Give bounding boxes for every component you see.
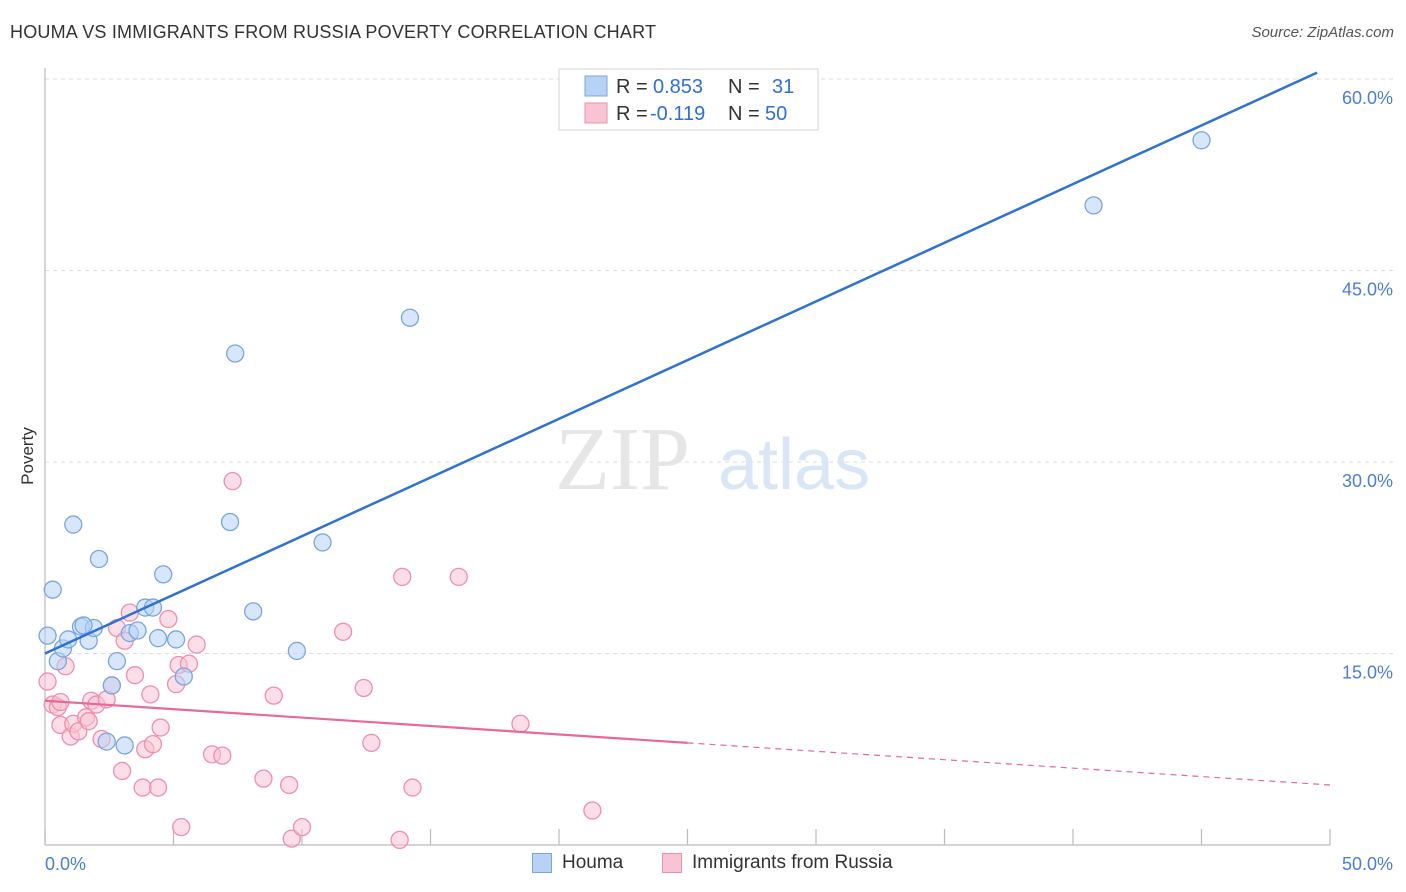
houma-point-30	[74, 616, 93, 635]
houma-point-5	[64, 515, 83, 534]
houma-point-20	[166, 630, 186, 649]
trendlines	[44, 71, 1331, 786]
bottom-legend-houma-swatch	[532, 853, 552, 873]
legend-houma-r-value: 0.853	[653, 76, 703, 98]
russia-point-34	[223, 471, 242, 491]
bottom-legend-russia-label: Immigrants from Russia	[692, 852, 893, 873]
russia-point-16	[112, 761, 132, 781]
y-tick-labels: 15.0% 30.0% 45.0% 60.0%	[1342, 88, 1393, 683]
y-tick-label-15: 15.0%	[1342, 663, 1393, 683]
russia-point-48	[583, 801, 602, 820]
russia-trendline-dashed	[687, 742, 1331, 786]
russia-point-45	[403, 778, 422, 797]
houma-point-24	[244, 602, 263, 621]
bottom-legend: Houma Immigrants from Russia	[0, 850, 1406, 880]
houma-point-11	[102, 676, 121, 695]
houma-point-0	[38, 626, 57, 645]
russia-point-9	[79, 712, 98, 731]
gridlines	[45, 78, 1393, 654]
russia-point-37	[279, 775, 299, 795]
legend-houma-r-label: R =	[616, 76, 653, 98]
russia-point-0	[38, 672, 57, 691]
x-tick-label-max: 50.0%	[1342, 854, 1393, 874]
legend-russia-r-label: R =	[616, 103, 653, 125]
bottom-legend-russia: Immigrants from Russia	[662, 852, 893, 874]
legend-houma-n-value: 31	[772, 76, 794, 98]
russia-point-20	[133, 778, 152, 797]
russia-point-44	[393, 567, 412, 587]
houma-point-19	[154, 565, 173, 584]
houma-point-9	[89, 549, 109, 569]
russia-point-42	[362, 733, 381, 753]
houma-point-27	[400, 308, 420, 327]
x-tick-label-min: 0.0%	[45, 854, 86, 874]
houma-point-25	[287, 641, 307, 661]
x-axis-ticks	[44, 829, 1331, 845]
y-tick-label-30: 30.0%	[1342, 471, 1393, 491]
houma-point-29	[1192, 131, 1211, 150]
axes	[44, 68, 1331, 846]
houma-point-23	[226, 344, 245, 363]
y-axis-label: Poverty	[18, 427, 37, 485]
russia-point-40	[333, 622, 353, 641]
houma-point-13	[115, 736, 134, 755]
houma-point-28	[1084, 196, 1103, 215]
y-tick-label-45: 45.0%	[1342, 280, 1393, 300]
legend-houma-swatch	[584, 75, 608, 97]
bottom-legend-houma: Houma	[532, 852, 623, 874]
houma-point-22	[220, 512, 240, 532]
legend: R = 0.853 N = 31 R = -0.119 N = 50	[558, 68, 819, 131]
russia-point-25	[151, 718, 170, 737]
russia-point-39	[292, 817, 312, 837]
chart-title: HOUMA VS IMMIGRANTS FROM RUSSIA POVERTY …	[10, 22, 657, 42]
legend-russia-n-value: 50	[765, 103, 787, 125]
russia-point-26	[159, 609, 178, 629]
bottom-legend-russia-swatch	[662, 853, 682, 873]
series-houma	[38, 131, 1211, 755]
russia-point-43	[390, 830, 409, 850]
russia-point-22	[141, 685, 160, 704]
russia-point-24	[148, 778, 168, 797]
legend-russia-n-label: N =	[728, 103, 765, 125]
houma-point-15	[128, 621, 147, 640]
russia-point-23	[143, 734, 163, 754]
russia-point-36	[264, 686, 283, 705]
houma-point-18	[148, 629, 168, 648]
russia-point-38	[282, 829, 301, 848]
houma-point-26	[313, 533, 332, 552]
source-credit: Source: ZipAtlas.com	[1251, 24, 1394, 41]
legend-houma-n-label: N =	[728, 76, 765, 98]
russia-trendline-solid	[44, 699, 688, 744]
russia-point-28	[172, 817, 191, 837]
watermark-zip: ZIP	[555, 410, 690, 509]
watermark-atlas: atlas	[718, 425, 870, 505]
houma-point-10	[97, 732, 116, 751]
russia-point-47	[511, 714, 530, 733]
houma-point-21	[174, 667, 193, 686]
y-tick-label-60: 60.0%	[1342, 88, 1393, 108]
russia-point-19	[125, 666, 145, 685]
russia-point-33	[213, 746, 232, 765]
legend-russia-r-value: -0.119	[650, 103, 705, 125]
houma-point-1	[43, 580, 62, 599]
russia-point-35	[254, 769, 273, 788]
houma-point-12	[107, 652, 127, 671]
bottom-legend-houma-label: Houma	[562, 852, 624, 873]
russia-point-31	[187, 635, 206, 654]
houma-trendline	[44, 71, 1318, 655]
series-immigrants-from-russia	[38, 471, 602, 850]
watermark: ZIP atlas	[555, 410, 870, 509]
russia-point-46	[449, 567, 468, 587]
legend-russia-swatch	[584, 102, 608, 124]
russia-point-41	[354, 678, 373, 698]
